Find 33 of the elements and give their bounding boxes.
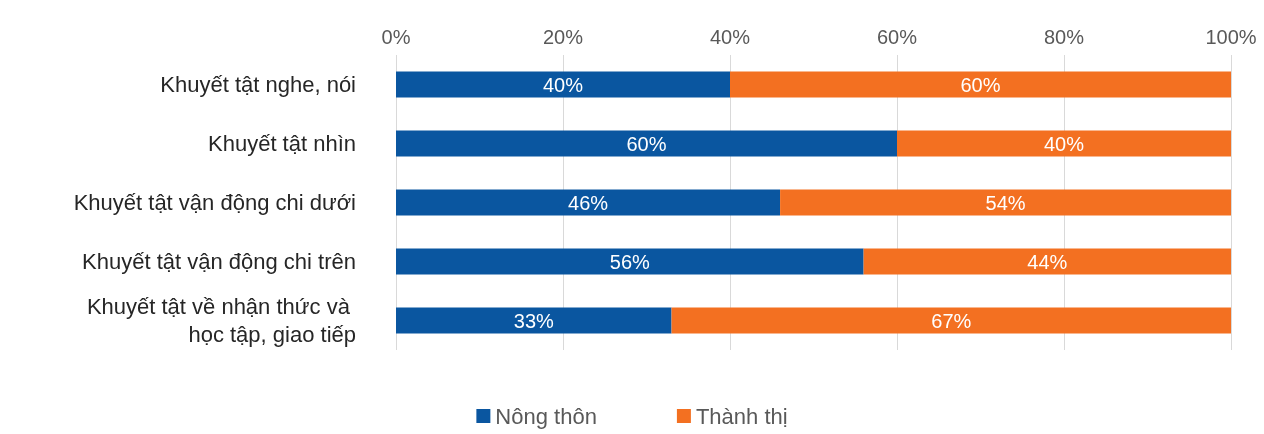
data-label: 33% [513, 309, 555, 332]
bar [897, 130, 1231, 157]
bar [780, 189, 1231, 216]
x-tick-label: 40% [709, 26, 751, 48]
legend-label: Nông thôn [495, 403, 597, 429]
legend-label: Thành thị [695, 403, 788, 429]
bar [396, 130, 897, 157]
y-tick-label: Khuyết tật nghe, nói [160, 72, 356, 97]
y-tick-label: Khuyết tật vận động chi trên [82, 249, 356, 274]
data-label: 44% [1027, 250, 1068, 273]
bar [671, 307, 1231, 334]
bar [396, 248, 864, 275]
y-tick-label: Khuyết tật nhìn [208, 131, 356, 156]
y-tick-label: Khuyết tật về nhận thức và học tập, giao tiếp [86, 294, 356, 347]
data-label: 40% [542, 73, 584, 96]
data-label: 60% [960, 73, 1001, 96]
data-label: 54% [985, 191, 1026, 214]
bar [730, 71, 1231, 98]
x-tick-label: 20% [542, 26, 584, 48]
data-label: 56% [609, 250, 651, 273]
data-label: 67% [931, 309, 972, 332]
y-tick-label: Khuyết tật vận động chi dưới [73, 190, 356, 215]
x-tick-label: 60% [876, 26, 918, 48]
bar [863, 248, 1231, 275]
bar [396, 307, 672, 334]
data-label: 40% [1043, 132, 1085, 155]
data-label: 60% [626, 132, 667, 155]
x-tick-label: 100% [1205, 26, 1257, 48]
bar [396, 71, 730, 98]
data-label: 46% [568, 191, 609, 214]
bar [396, 189, 781, 216]
x-tick-label: 80% [1043, 26, 1085, 48]
x-tick-label: 0% [381, 26, 411, 48]
